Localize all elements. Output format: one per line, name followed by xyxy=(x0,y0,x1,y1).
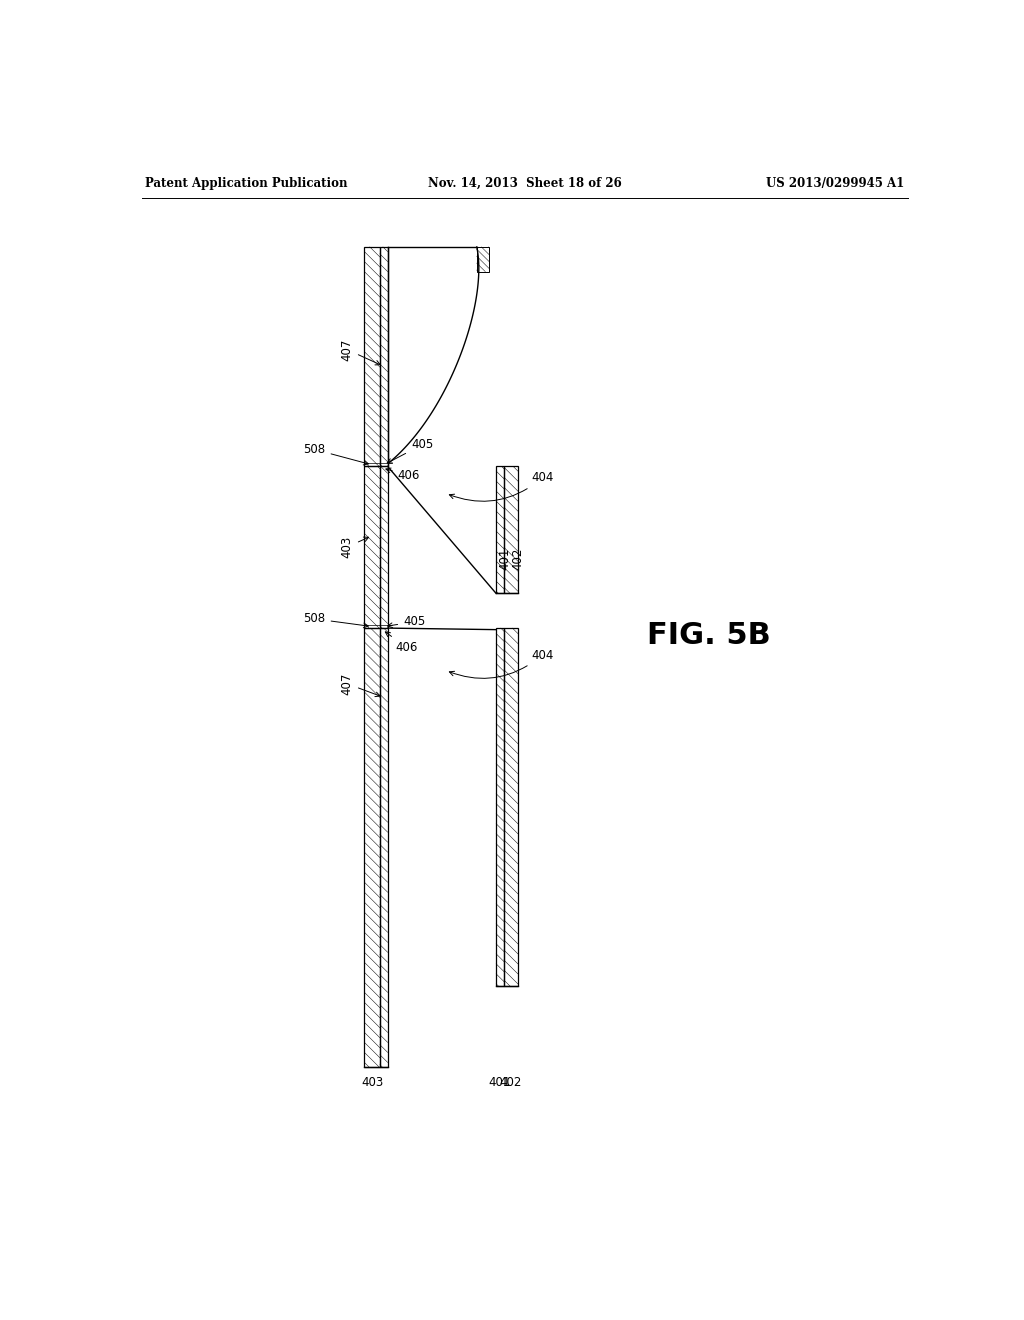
Text: US 2013/0299945 A1: US 2013/0299945 A1 xyxy=(766,177,904,190)
Text: 404: 404 xyxy=(450,471,553,502)
Bar xyxy=(365,466,380,628)
Bar xyxy=(504,628,518,986)
Text: 403: 403 xyxy=(340,536,369,558)
Text: 406: 406 xyxy=(386,469,420,482)
Bar xyxy=(365,628,380,1067)
Text: 404: 404 xyxy=(450,648,553,678)
Text: 407: 407 xyxy=(340,672,380,697)
Bar xyxy=(380,247,388,466)
Text: 402: 402 xyxy=(500,1076,522,1089)
Bar xyxy=(504,466,518,594)
Text: FIG. 5B: FIG. 5B xyxy=(647,622,771,651)
Text: 508: 508 xyxy=(303,612,369,628)
Bar xyxy=(496,628,504,986)
Text: 508: 508 xyxy=(303,444,369,465)
Text: 405: 405 xyxy=(387,615,425,628)
Bar xyxy=(380,466,388,628)
Text: Patent Application Publication: Patent Application Publication xyxy=(145,177,347,190)
Text: 403: 403 xyxy=(361,1076,383,1089)
Text: 407: 407 xyxy=(340,338,380,364)
Text: 401: 401 xyxy=(499,548,511,570)
Text: 401: 401 xyxy=(488,1076,511,1089)
Text: Nov. 14, 2013  Sheet 18 of 26: Nov. 14, 2013 Sheet 18 of 26 xyxy=(428,177,622,190)
Text: 405: 405 xyxy=(387,438,433,463)
Bar xyxy=(496,466,504,594)
Text: 402: 402 xyxy=(512,548,524,570)
Bar xyxy=(380,628,388,1067)
Text: 406: 406 xyxy=(385,632,418,653)
Bar xyxy=(477,247,489,272)
Bar xyxy=(365,247,380,466)
